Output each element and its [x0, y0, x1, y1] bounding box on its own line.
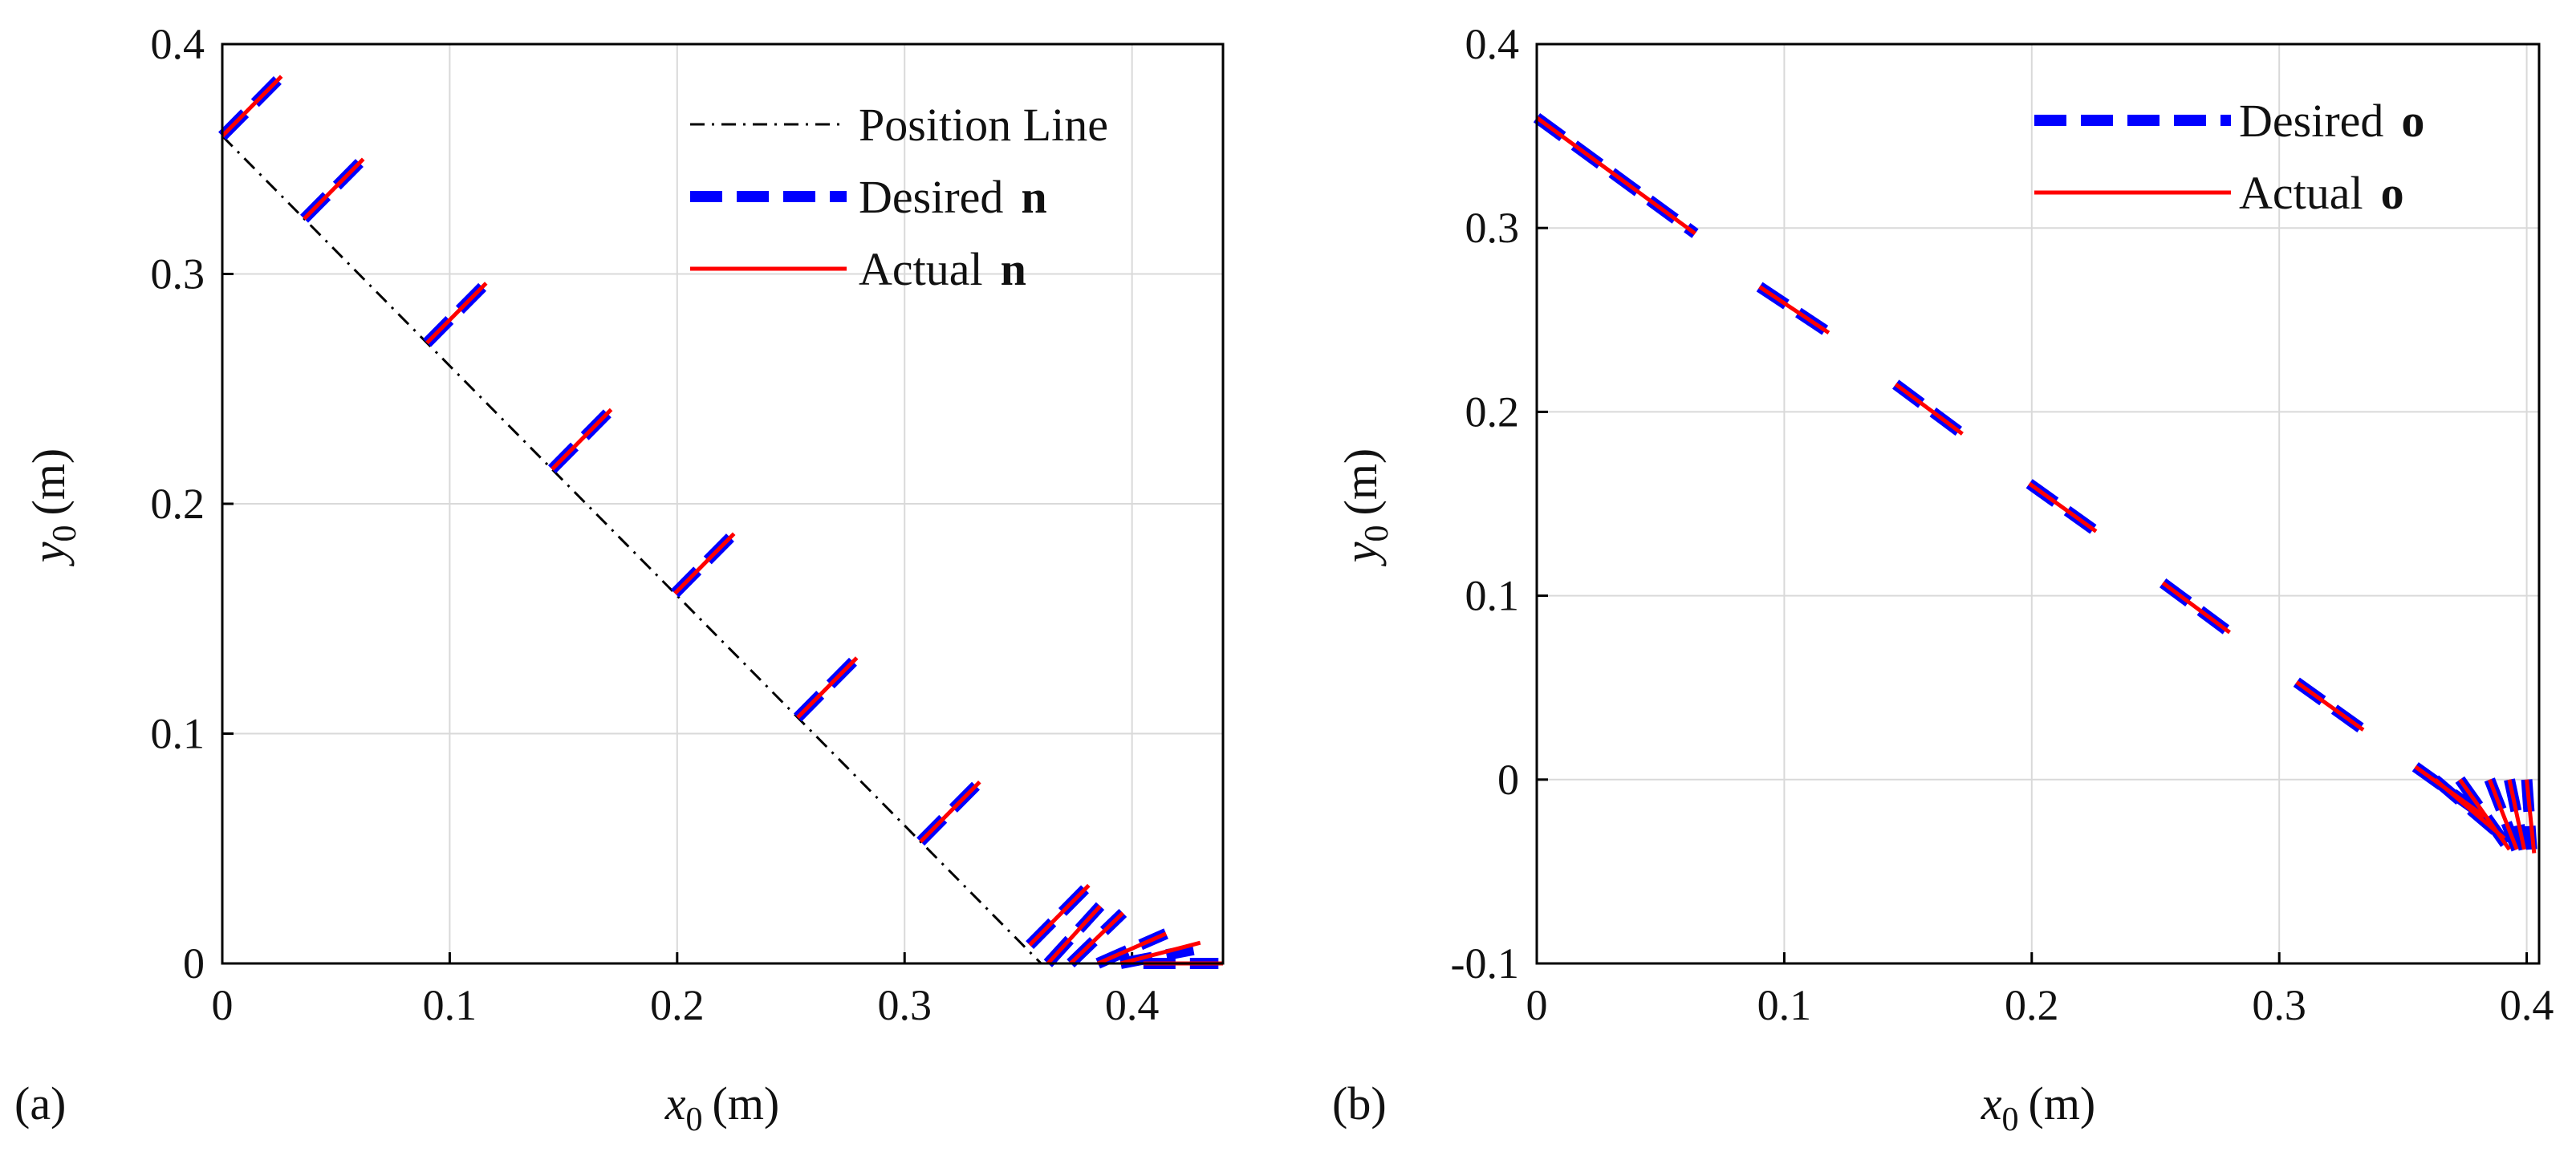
actual-o-vector: [2507, 779, 2526, 850]
x-tick-label: 0: [1526, 981, 1548, 1029]
panel-a-axes-box: [221, 43, 1225, 965]
panel-b-axes-box: [1535, 43, 2541, 965]
y-tick-label: 0.4: [1465, 20, 1520, 68]
panel-b-x-tick-labels: 0 0.1 0.2 0.3 0.4: [1526, 981, 2554, 1029]
x-tick-label: 0.2: [650, 981, 705, 1029]
position-line-line: [221, 135, 1042, 965]
legend-position-line-label: Position Line: [859, 99, 1108, 151]
panel-a-legend: Position Line Desired n Actual n: [690, 99, 1108, 295]
x-tick-label: 0: [212, 981, 234, 1029]
actual-o-vector: [2487, 778, 2519, 850]
panel-b: 0 0.1 0.2 0.3 0.4 -0.100.10.20.30.4 x0 (m) y0…: [1332, 20, 2554, 1138]
panel-a-x-tick-labels: 0 0.1 0.2 0.3 0.4: [212, 981, 1160, 1029]
x-tick-label: 0.3: [877, 981, 932, 1029]
legend-desired-o-label: Desired o: [2239, 95, 2424, 147]
legend-desired-n-label: Desired n: [859, 171, 1047, 223]
y-tick-label: 0.3: [151, 250, 205, 298]
panel-a: 0 0.1 0.2 0.3 0.4 00.10.20.30.4 x0 (m) y0(m) …: [14, 20, 1225, 1138]
y-tick-label: 0: [183, 939, 205, 988]
actual-n-vector: [1119, 940, 1201, 966]
actual-o-vector: [1758, 285, 1830, 335]
x-tick-label: 0.2: [2005, 981, 2059, 1029]
panel-b-y-axis-label: y0(m): [1335, 448, 1396, 567]
panel-a-y-axis-label: y0(m): [22, 448, 83, 567]
panel-b-legend: Desired o Actual o: [2034, 95, 2424, 219]
y-tick-label: 0: [1497, 756, 1519, 804]
actual-o-vector: [2161, 581, 2231, 635]
panel-a-y-tick-labels: 0 0.1 0.2 0.3 0.4: [151, 20, 205, 988]
actual-n-vector: [673, 532, 736, 595]
actual-o-vector: [2295, 680, 2365, 732]
y-tick-label: 0.3: [1465, 204, 1520, 252]
panel-b-plot-area: [1533, 113, 2537, 854]
panel-b-y-tick-labels: -0.1 0 0.1 0.2 0.3 0.4: [1451, 20, 1519, 988]
actual-n-vector: [425, 282, 488, 345]
actual-o-vector: [2525, 779, 2537, 854]
actual-n-vector: [796, 656, 859, 720]
actual-n-vector: [221, 75, 283, 138]
panel-b-x-axis-label: x0 (m): [1981, 1077, 2096, 1138]
x-tick-label: 0.4: [1105, 981, 1160, 1029]
legend-actual-n-label: Actual n: [859, 243, 1026, 295]
actual-n-vector: [1069, 911, 1125, 965]
y-tick-label: 0.2: [1465, 387, 1520, 436]
actual-n-vector: [919, 780, 981, 843]
legend-actual-o-label: Actual o: [2239, 167, 2404, 219]
actual-n-vector: [1028, 883, 1091, 947]
x-tick-label: 0.4: [2500, 981, 2554, 1029]
y-tick-label: 0.1: [1465, 572, 1520, 620]
actual-o-vector: [2458, 778, 2512, 851]
x-tick-label: 0.1: [1757, 981, 1812, 1029]
actual-n-vector: [551, 408, 613, 471]
y-tick-label: -0.1: [1451, 939, 1519, 988]
actual-n-vector: [1097, 931, 1168, 966]
actual-o-vector: [2028, 481, 2098, 533]
y-tick-label: 0.1: [151, 710, 205, 758]
actual-o-vector: [1894, 382, 1964, 436]
actual-o-vector: [1535, 116, 1696, 236]
actual-n-vector: [303, 157, 365, 221]
x-tick-label: 0.1: [423, 981, 477, 1029]
panel-a-label: (a): [14, 1077, 66, 1130]
panel-b-label: (b): [1332, 1077, 1387, 1130]
y-tick-label: 0.2: [151, 480, 205, 528]
panel-a-x-axis-label: x0 (m): [664, 1077, 780, 1138]
x-tick-label: 0.3: [2252, 981, 2306, 1029]
actual-n-vector: [1046, 904, 1102, 965]
y-tick-label: 0.4: [151, 20, 205, 68]
